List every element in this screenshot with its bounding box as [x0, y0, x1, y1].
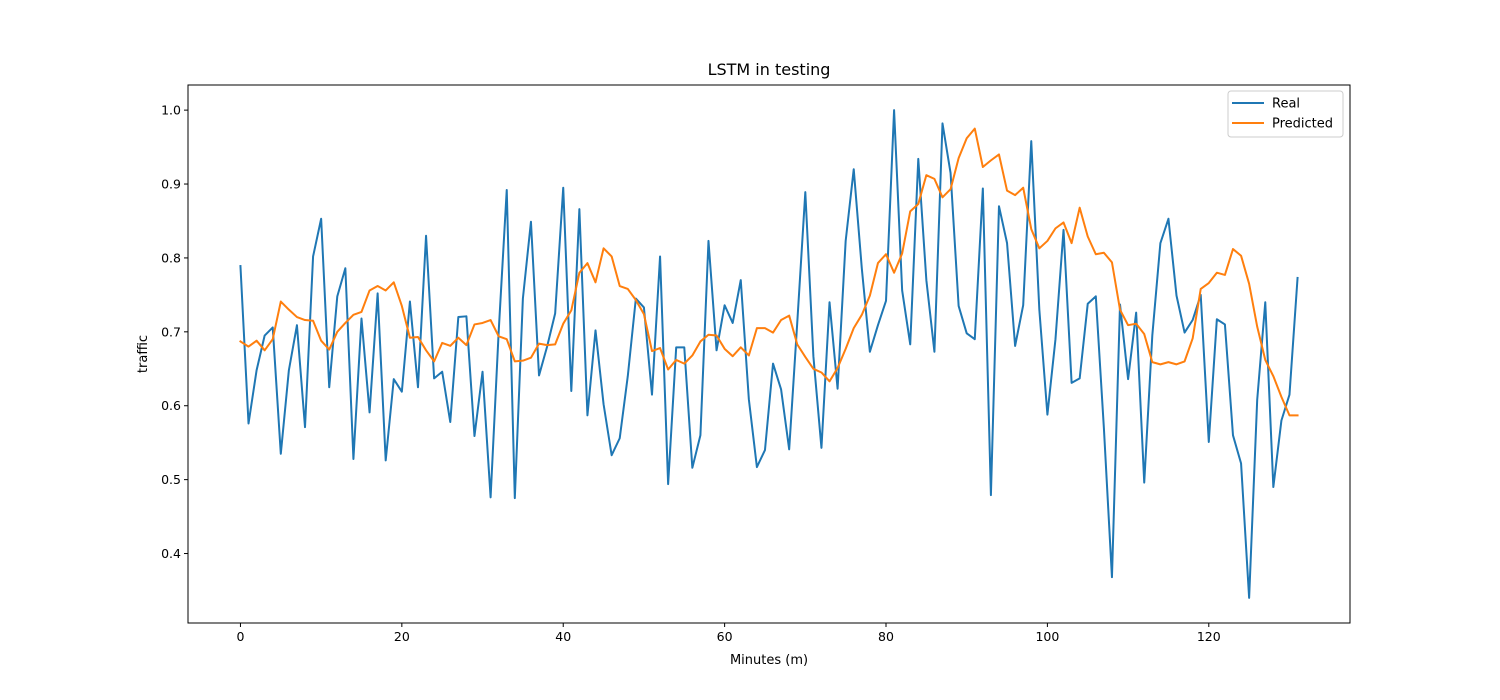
y-tick-label: 1.0 — [161, 103, 181, 118]
x-tick-label: 40 — [555, 629, 571, 644]
y-tick-label: 0.5 — [161, 472, 181, 487]
x-tick-label: 120 — [1197, 629, 1221, 644]
plot-lines — [239, 109, 1299, 599]
x-tick-label: 80 — [878, 629, 894, 644]
y-tick-label: 0.6 — [161, 398, 181, 413]
x-tick-label: 100 — [1035, 629, 1059, 644]
y-tick-label: 0.9 — [161, 177, 181, 192]
y-tick-label: 0.8 — [161, 250, 181, 265]
x-axis-ticks: 0 20 40 60 80 100 120 — [236, 623, 1221, 644]
x-axis-label: Minutes (m) — [730, 653, 808, 668]
legend-label-real: Real — [1272, 97, 1300, 112]
x-tick-label: 20 — [394, 629, 410, 644]
x-tick-label: 60 — [717, 629, 733, 644]
legend: Real Predicted — [1227, 90, 1344, 138]
y-tick-label: 0.7 — [161, 324, 181, 339]
series-line-real — [239, 109, 1299, 599]
chart-title: LSTM in testing — [708, 60, 831, 79]
legend-label-predicted: Predicted — [1272, 117, 1333, 132]
plot-frame — [187, 84, 1351, 624]
x-tick-label: 0 — [236, 629, 244, 644]
y-tick-label: 0.4 — [161, 546, 181, 561]
series-line-predicted — [239, 127, 1299, 417]
y-axis-ticks: 0.4 0.5 0.6 0.7 0.8 0.9 1.0 — [161, 103, 188, 561]
y-axis-label: traffic — [136, 335, 151, 373]
